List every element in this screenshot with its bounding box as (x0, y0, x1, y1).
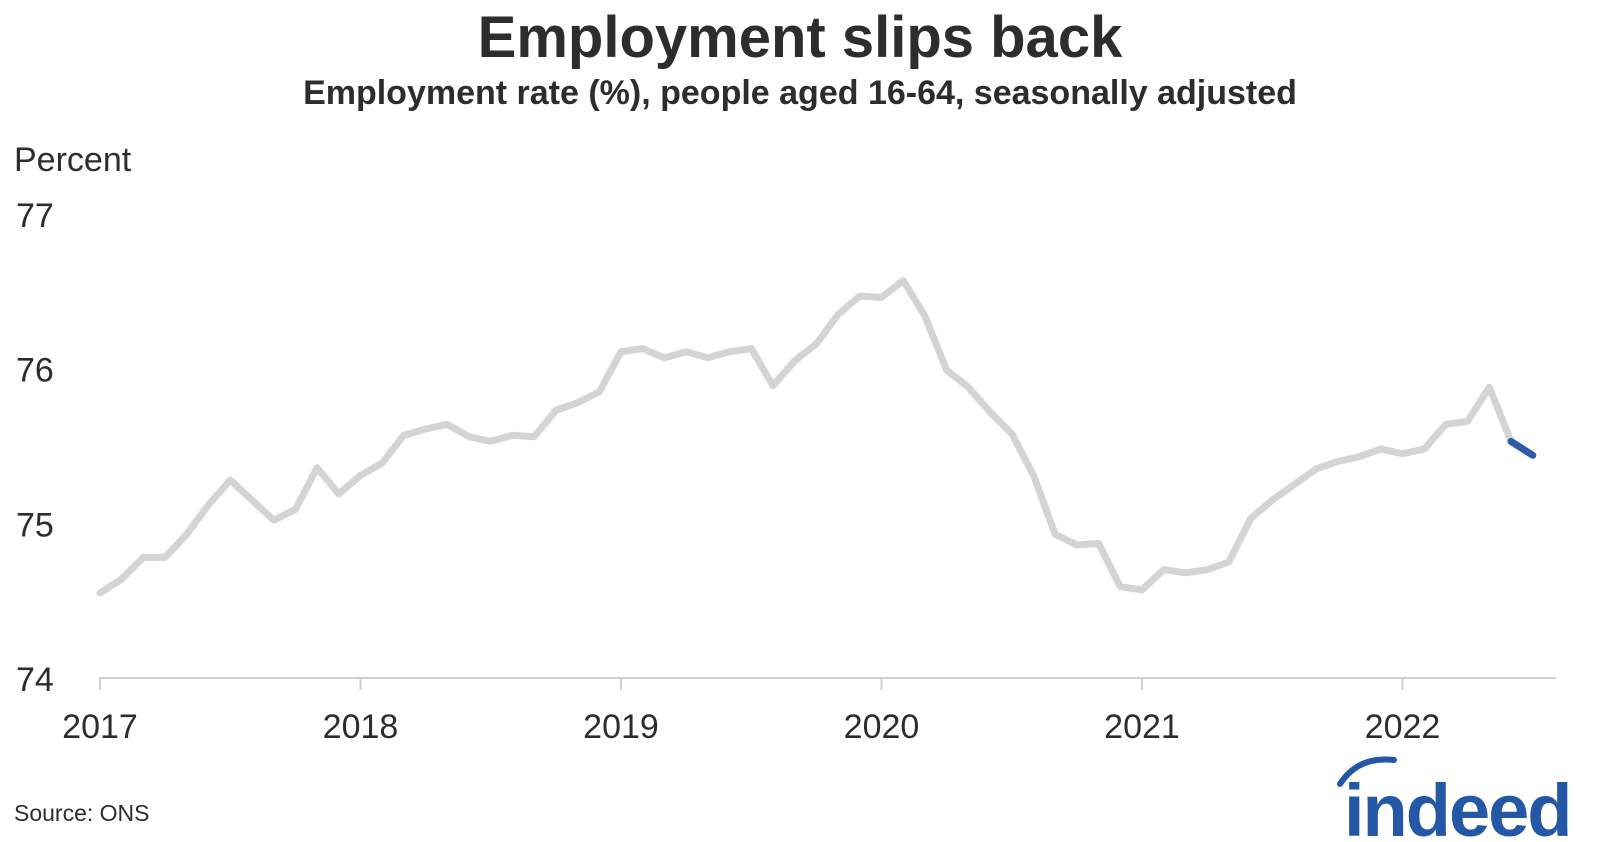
logo-arc-icon (1337, 756, 1397, 787)
x-tick-label: 2018 (323, 708, 399, 746)
source-note: Source: ONS (14, 800, 150, 826)
latest-employment-rate-line (1507, 437, 1537, 459)
y-axis-label: Percent (14, 141, 132, 179)
employment-rate-line (96, 277, 1515, 597)
indeed-logo[interactable]: indeed (1334, 748, 1600, 842)
x-tick-label: 2017 (62, 708, 138, 746)
x-tick-label: 2021 (1104, 708, 1180, 746)
svg-text:indeed: indeed (1344, 769, 1570, 842)
x-tick-label: 2019 (583, 708, 659, 746)
series-group (96, 277, 1537, 597)
y-tick-label: 75 (16, 506, 54, 544)
y-tick-label: 77 (16, 197, 54, 235)
y-tick-label: 74 (16, 661, 54, 699)
x-tick-label: 2020 (844, 708, 920, 746)
x-axis-ticks: 2017 2018 2019 2020 2021 2022 (62, 678, 1440, 746)
y-tick-label: 76 (16, 352, 54, 390)
chart-subtitle: Employment rate (%), people aged 16-64, … (303, 74, 1297, 112)
y-axis-ticks: 74 75 76 77 (16, 197, 54, 699)
chart-title: Employment slips back (477, 5, 1123, 70)
x-tick-label: 2022 (1365, 708, 1441, 746)
